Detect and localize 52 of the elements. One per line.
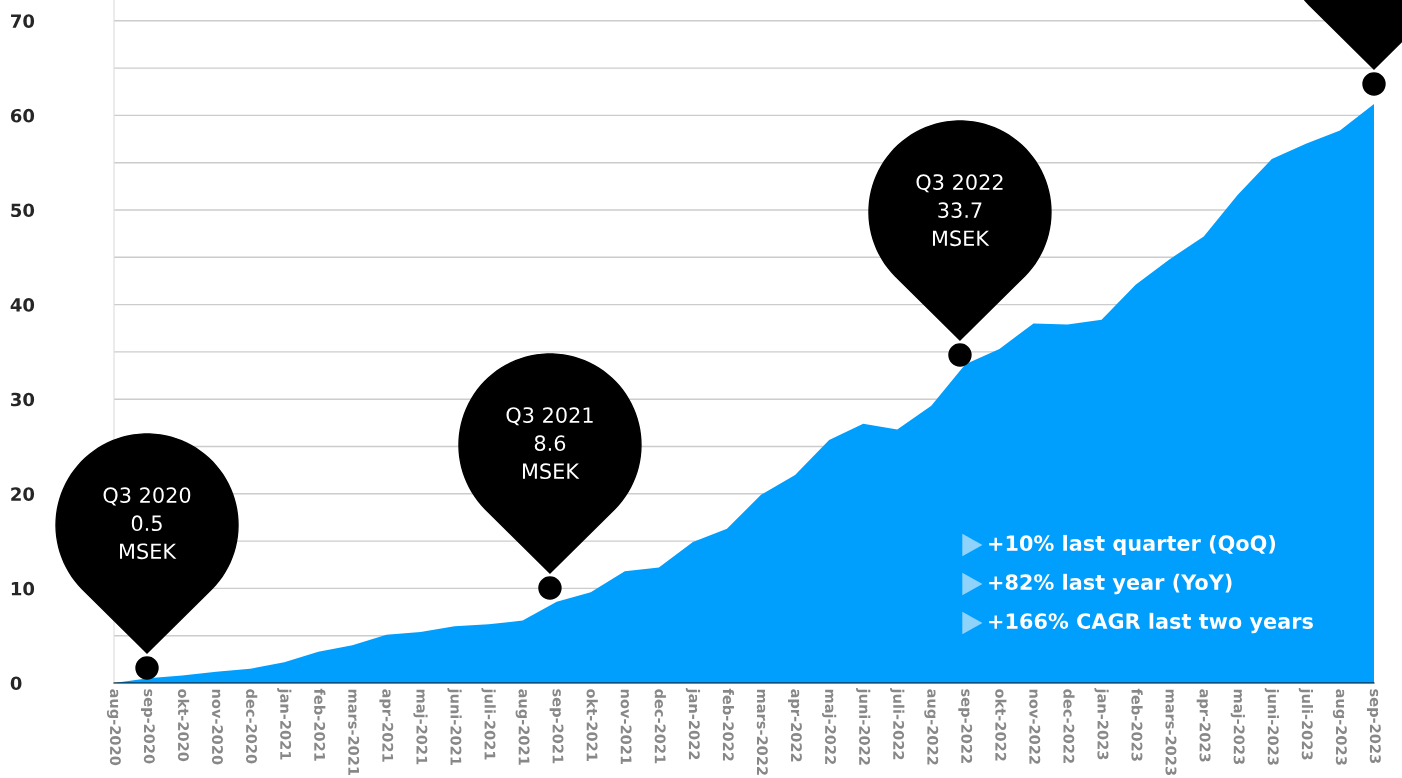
- x-tick-label: maj-2022: [822, 689, 837, 764]
- x-tick-label: sep-2021: [549, 689, 564, 764]
- x-tick-label: dec-2020: [245, 689, 258, 764]
- x-tick-label: jan-2021: [277, 688, 292, 760]
- annotation: Q3 2022 33.7 MSEK: [916, 174, 1003, 247]
- annotation: +82% last year (YoY): [989, 573, 1232, 595]
- x-tick-label: juni-2022: [856, 688, 871, 765]
- x-tick-label: mars-2021: [348, 689, 360, 776]
- x-tick-label: sep-2020: [141, 689, 155, 764]
- x-tick-label: maj-2021: [413, 689, 428, 765]
- x-tick-label: juli-2023: [1298, 688, 1314, 760]
- x-tick-label: apr-2023: [1196, 689, 1211, 762]
- x-tick-label: feb-2023: [1131, 688, 1143, 761]
- x-tick-label: aug-2021: [515, 689, 530, 765]
- x-tick-label: maj-2023: [1230, 689, 1245, 765]
- x-tick-label: jan-2023: [1094, 688, 1109, 760]
- y-tick-label: 40: [10, 298, 35, 312]
- y-tick-label: 60: [10, 108, 35, 123]
- x-tick-label: aug-2020: [106, 689, 121, 766]
- x-tick-label: feb-2021: [314, 688, 326, 761]
- y-tick-label: 50: [11, 203, 35, 218]
- x-tick-label: juni-2023: [1264, 688, 1279, 765]
- annotation: +166% CAGR last two years: [989, 612, 1313, 634]
- x-tick-label: aug-2023: [1332, 689, 1347, 765]
- x-tick-label: okt-2020: [177, 689, 190, 762]
- x-tick-label: feb-2022: [722, 688, 735, 761]
- x-tick-label: juni-2021: [447, 688, 462, 765]
- x-tick-label: dec-2021: [654, 689, 666, 764]
- x-tick-label: juli-2022: [890, 688, 905, 760]
- x-tick-label: mars-2023: [1165, 689, 1177, 775]
- x-tick-label: juli-2021: [481, 688, 496, 760]
- x-tick-label: apr-2022: [788, 689, 802, 762]
- x-tick-label: dec-2022: [1063, 689, 1075, 763]
- x-tick-label: sep-2022: [958, 689, 973, 763]
- y-tick-label: 20: [11, 487, 35, 501]
- annotation: Q3 2021 8.6 MSEK: [506, 407, 593, 480]
- x-tick-label: nov-2020: [211, 689, 223, 765]
- y-tick-label: 0: [10, 676, 22, 691]
- y-tick-label: 30: [11, 392, 35, 407]
- x-tick-label: okt-2022: [995, 689, 1007, 761]
- x-tick-label: apr-2021: [379, 689, 394, 762]
- y-tick-label: 70: [11, 14, 35, 28]
- x-tick-label: mars-2022: [756, 689, 768, 775]
- y-tick-label: 10: [11, 581, 35, 596]
- x-tick-label: jan-2022: [685, 688, 701, 760]
- x-tick-label: okt-2021: [586, 689, 598, 761]
- x-tick-label: nov-2022: [1029, 689, 1041, 764]
- x-tick-label: aug-2022: [924, 689, 939, 765]
- x-tick-label: sep-2023: [1366, 689, 1381, 764]
- annotation: +10% last quarter (QoQ): [989, 534, 1276, 556]
- annotation: Q3 2020 0.5 MSEK: [103, 487, 191, 560]
- x-tick-label: nov-2021: [620, 689, 632, 765]
